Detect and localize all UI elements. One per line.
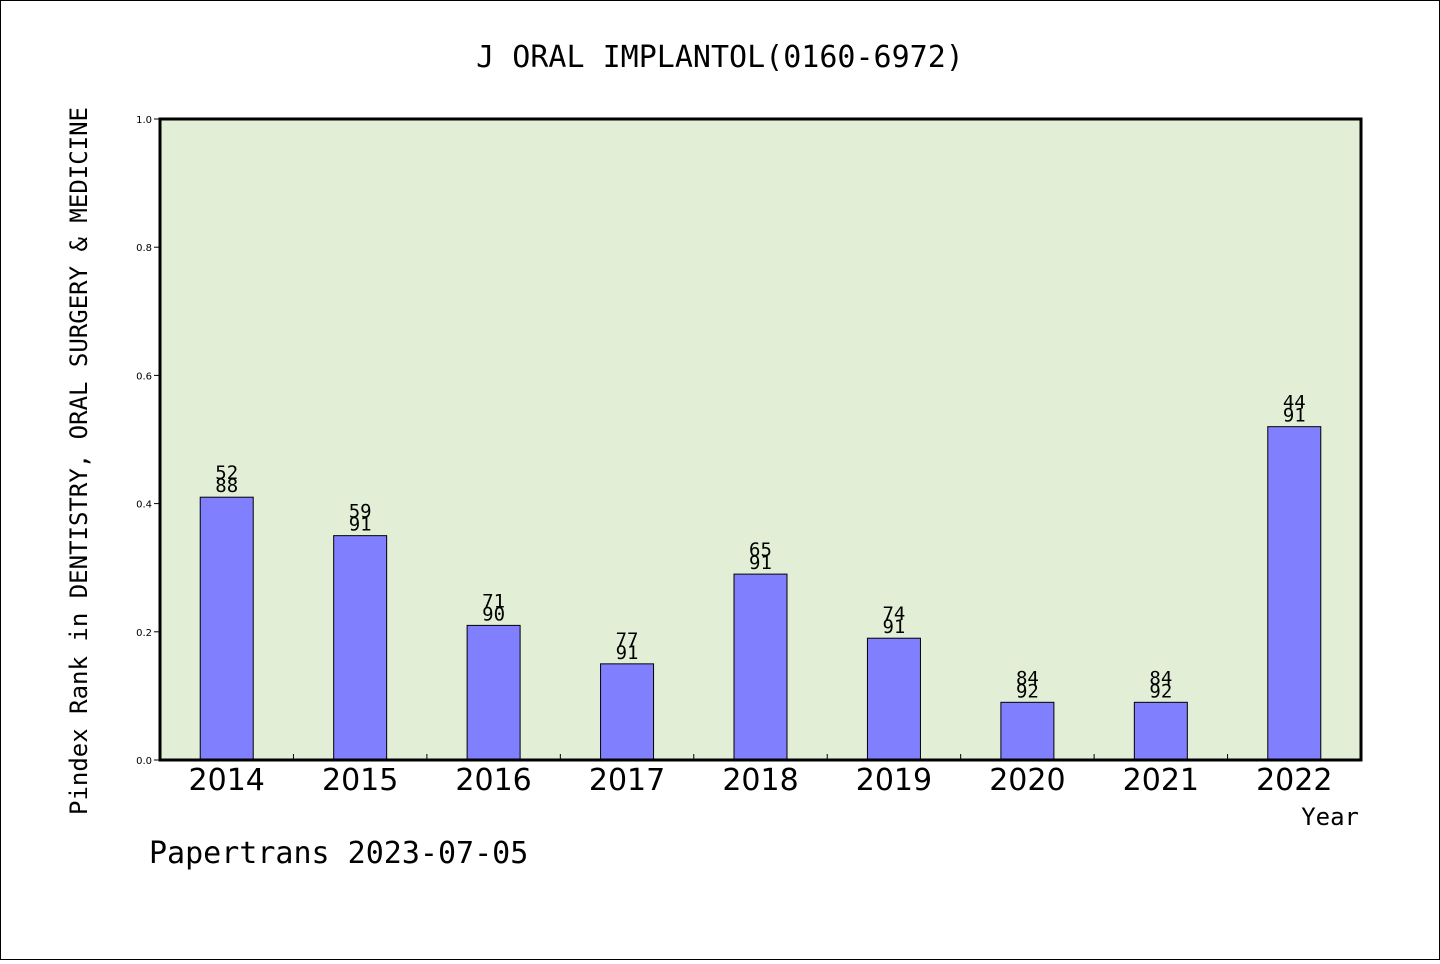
bar-label-total: 91 <box>616 642 639 664</box>
plot-border <box>158 117 1363 762</box>
y-axis-title: Pindex Rank in DENTISTRY, ORAL SURGERY &… <box>65 107 93 815</box>
bar-label-total: 91 <box>1283 405 1306 427</box>
y-tick-label: 0.0 <box>136 756 152 767</box>
x-tick-label: 2016 <box>455 763 531 798</box>
y-tick-label: 0.4 <box>136 500 152 511</box>
x-tick-label: 2020 <box>989 763 1065 798</box>
x-tick-label: 2018 <box>722 763 798 798</box>
bar-label-rank: 52 <box>215 462 238 484</box>
bar-label-total: 92 <box>1016 680 1039 702</box>
bar-label-rank: 84 <box>1016 667 1039 689</box>
bar-2015 <box>333 535 388 761</box>
bar-label-rank: 77 <box>616 629 639 651</box>
bar-label-total: 88 <box>215 475 238 497</box>
y-tick-label: 0.2 <box>136 628 152 639</box>
bar-2021 <box>1133 701 1188 761</box>
bar-label-total: 92 <box>1149 680 1172 702</box>
bar-label-rank: 65 <box>749 539 772 561</box>
y-tick-label: 1.0 <box>136 115 152 126</box>
bar-label-total: 90 <box>482 603 505 625</box>
y-axis: 0.0 0.2 0.4 0.6 0.8 1.0 <box>136 115 160 767</box>
bar-label-total: 91 <box>882 616 905 638</box>
chart-title: J ORAL IMPLANTOL(0160-6972) <box>476 40 964 75</box>
bar-label-rank: 71 <box>482 590 505 612</box>
x-axis-title: Year <box>1301 803 1359 831</box>
bar-2017 <box>600 663 655 761</box>
bar-2014 <box>199 496 254 761</box>
x-tick-label: 2015 <box>322 763 398 798</box>
x-tick-label: 2017 <box>589 763 665 798</box>
bar-label-total: 91 <box>349 514 372 536</box>
bar-label-rank: 59 <box>349 501 372 523</box>
x-tick-label: 2022 <box>1256 763 1332 798</box>
bar-2020 <box>1000 701 1055 761</box>
footer-text: Papertrans 2023-07-05 <box>149 836 528 871</box>
bar-2019 <box>866 637 921 761</box>
y-tick-label: 0.8 <box>136 243 152 254</box>
bar-2018 <box>733 573 788 761</box>
bar-2022 <box>1267 426 1322 761</box>
y-tick-label: 0.6 <box>136 371 152 382</box>
x-axis: 2014 2015 2016 2017 2018 2019 2020 2021 2022 <box>189 754 1332 798</box>
bar-label-total: 91 <box>749 552 772 574</box>
bars-group <box>199 426 1322 761</box>
bar-label-rank: 44 <box>1283 392 1306 414</box>
bar-label-rank: 84 <box>1149 667 1172 689</box>
x-tick-label: 2014 <box>189 763 265 798</box>
x-tick-label: 2021 <box>1123 763 1199 798</box>
bar-label-rank: 74 <box>882 603 905 625</box>
x-tick-label: 2019 <box>856 763 932 798</box>
bar-2016 <box>466 624 521 761</box>
